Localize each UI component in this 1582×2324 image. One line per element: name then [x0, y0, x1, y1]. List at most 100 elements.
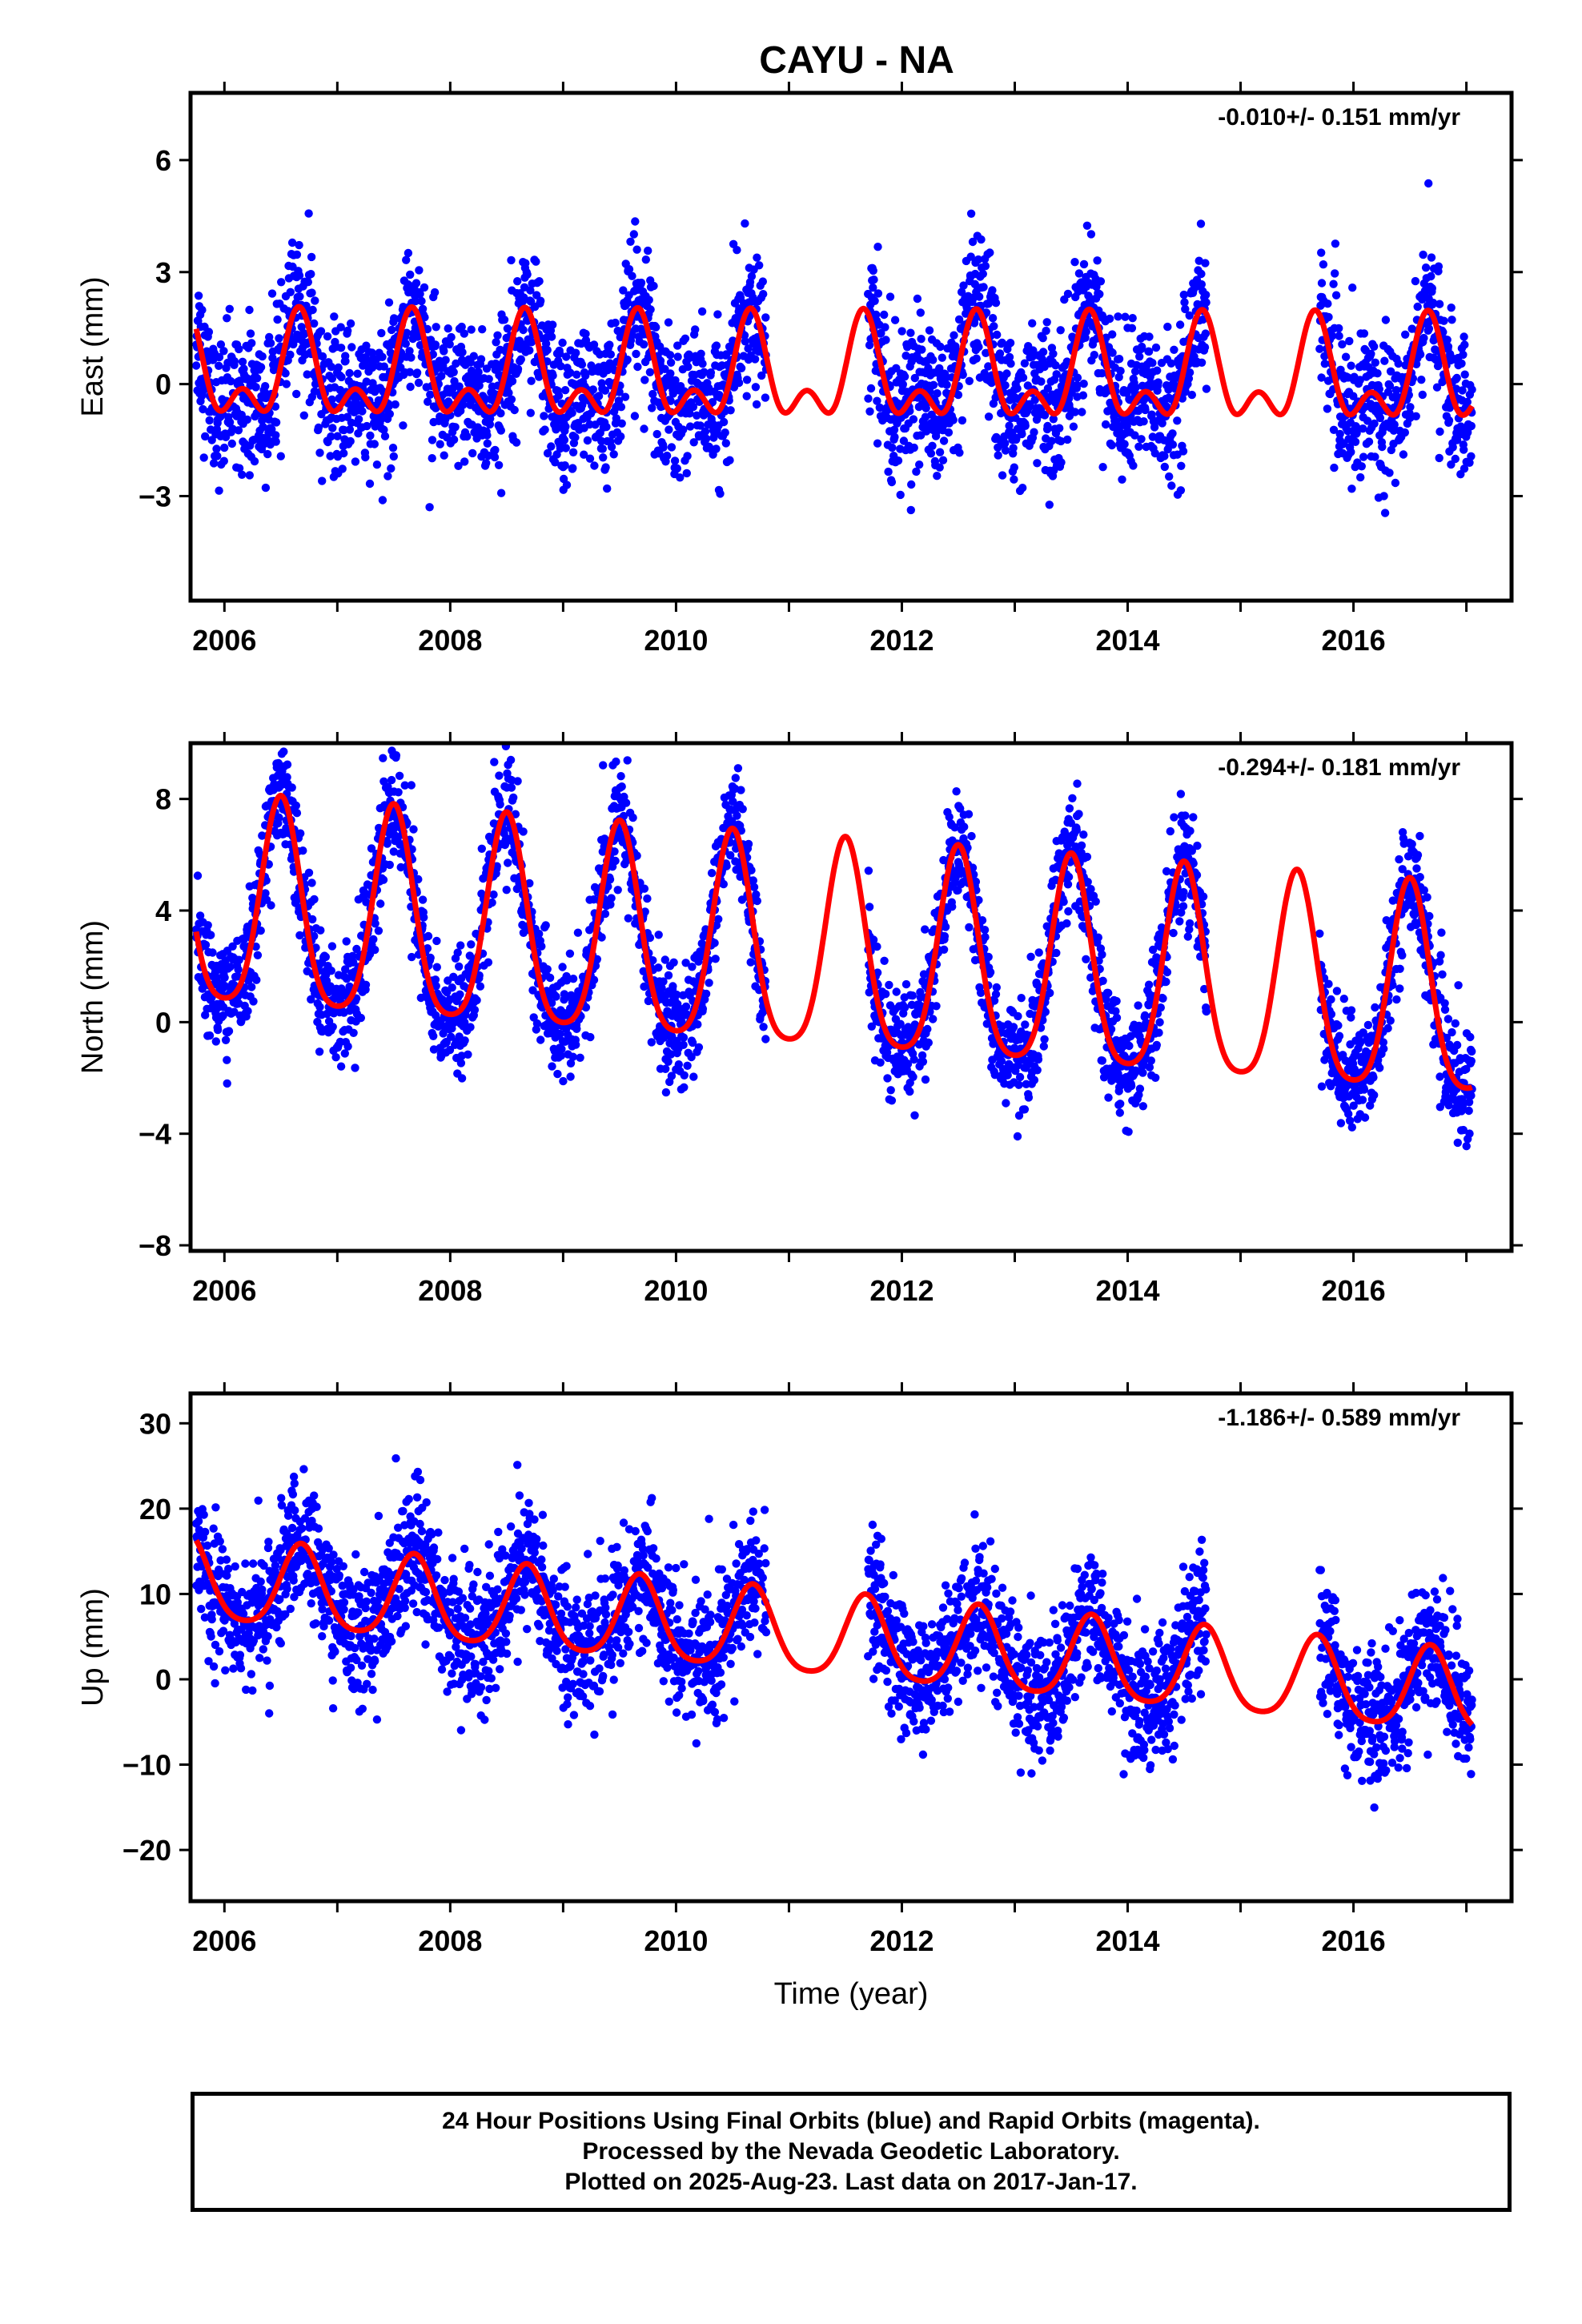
data-point [864, 394, 873, 403]
data-point [590, 461, 599, 470]
data-point [371, 919, 379, 928]
data-point [367, 348, 376, 357]
data-point [753, 896, 761, 906]
data-point [694, 1043, 704, 1052]
data-point [1175, 320, 1185, 329]
data-point [1037, 377, 1046, 386]
data-point [343, 326, 352, 336]
data-point [1095, 290, 1104, 299]
data-point [507, 783, 516, 792]
data-point [660, 1033, 669, 1043]
data-point [351, 457, 360, 466]
data-point [342, 974, 351, 983]
data-point [1129, 461, 1138, 470]
data-point [400, 781, 409, 790]
data-point [327, 362, 335, 372]
data-point [1371, 452, 1379, 461]
data-point [396, 862, 405, 872]
x-tick-label: 2016 [1322, 624, 1386, 657]
data-point [468, 448, 477, 458]
data-point [383, 839, 391, 848]
data-point [283, 773, 291, 782]
data-point [432, 323, 440, 332]
data-point [547, 332, 556, 341]
data-point [493, 331, 502, 340]
data-point [428, 436, 437, 444]
data-point [235, 464, 244, 472]
data-point [376, 416, 385, 424]
data-point [390, 314, 399, 323]
data-point [728, 817, 737, 826]
data-point [1179, 290, 1189, 300]
data-point [221, 432, 231, 441]
data-point [1063, 435, 1072, 444]
data-point [640, 376, 649, 384]
data-point [1170, 345, 1178, 354]
data-point [460, 329, 468, 338]
data-point [470, 1005, 480, 1015]
data-point [246, 329, 255, 338]
data-point [572, 1040, 580, 1049]
data-point [271, 431, 280, 440]
data-point [563, 973, 572, 983]
data-point [220, 443, 229, 452]
data-point [681, 1002, 691, 1011]
data-point [543, 448, 552, 458]
data-point [1457, 359, 1466, 368]
data-point [761, 393, 770, 402]
data-point [616, 403, 626, 412]
data-point [224, 1027, 234, 1035]
data-point [869, 266, 877, 275]
data-point [906, 505, 916, 515]
data-point [198, 984, 207, 993]
data-point [245, 305, 254, 315]
data-point [701, 427, 710, 436]
data-point [903, 1059, 913, 1068]
data-point [979, 283, 988, 292]
data-point [693, 1020, 702, 1029]
data-point [1202, 291, 1211, 300]
data-point [679, 1040, 688, 1050]
data-point [566, 1072, 575, 1081]
data-point [905, 1087, 914, 1096]
data-point [560, 386, 570, 395]
data-point [952, 787, 961, 796]
data-point [515, 336, 524, 345]
data-point [705, 979, 713, 987]
data-point [572, 348, 580, 357]
data-point [617, 419, 626, 428]
data-point [688, 1038, 697, 1047]
data-point [1468, 385, 1476, 394]
data-point [1196, 219, 1206, 228]
data-point [696, 421, 705, 430]
data-point [1006, 339, 1015, 348]
data-point [243, 415, 251, 424]
data-point [1121, 312, 1130, 321]
data-point [917, 1051, 927, 1060]
data-point [896, 490, 905, 500]
data-point [887, 1096, 897, 1105]
data-point [523, 270, 532, 279]
data-point [610, 847, 619, 856]
data-point [589, 975, 599, 984]
data-point [949, 416, 958, 424]
data-point [752, 400, 761, 409]
data-point [917, 345, 926, 354]
data-point [872, 310, 881, 320]
data-point [525, 346, 534, 355]
data-point [1141, 405, 1150, 415]
data-point [346, 436, 355, 446]
data-point [1460, 340, 1469, 349]
data-point [1201, 259, 1210, 267]
data-point [900, 1003, 909, 1012]
data-point [910, 1111, 919, 1120]
data-point [256, 926, 265, 935]
data-point [1467, 421, 1476, 431]
data-point [223, 314, 231, 323]
data-point [1130, 367, 1140, 376]
data-point [865, 903, 874, 911]
data-point [746, 958, 755, 967]
data-point [1042, 326, 1050, 336]
data-point [598, 444, 607, 453]
data-point [611, 856, 620, 866]
